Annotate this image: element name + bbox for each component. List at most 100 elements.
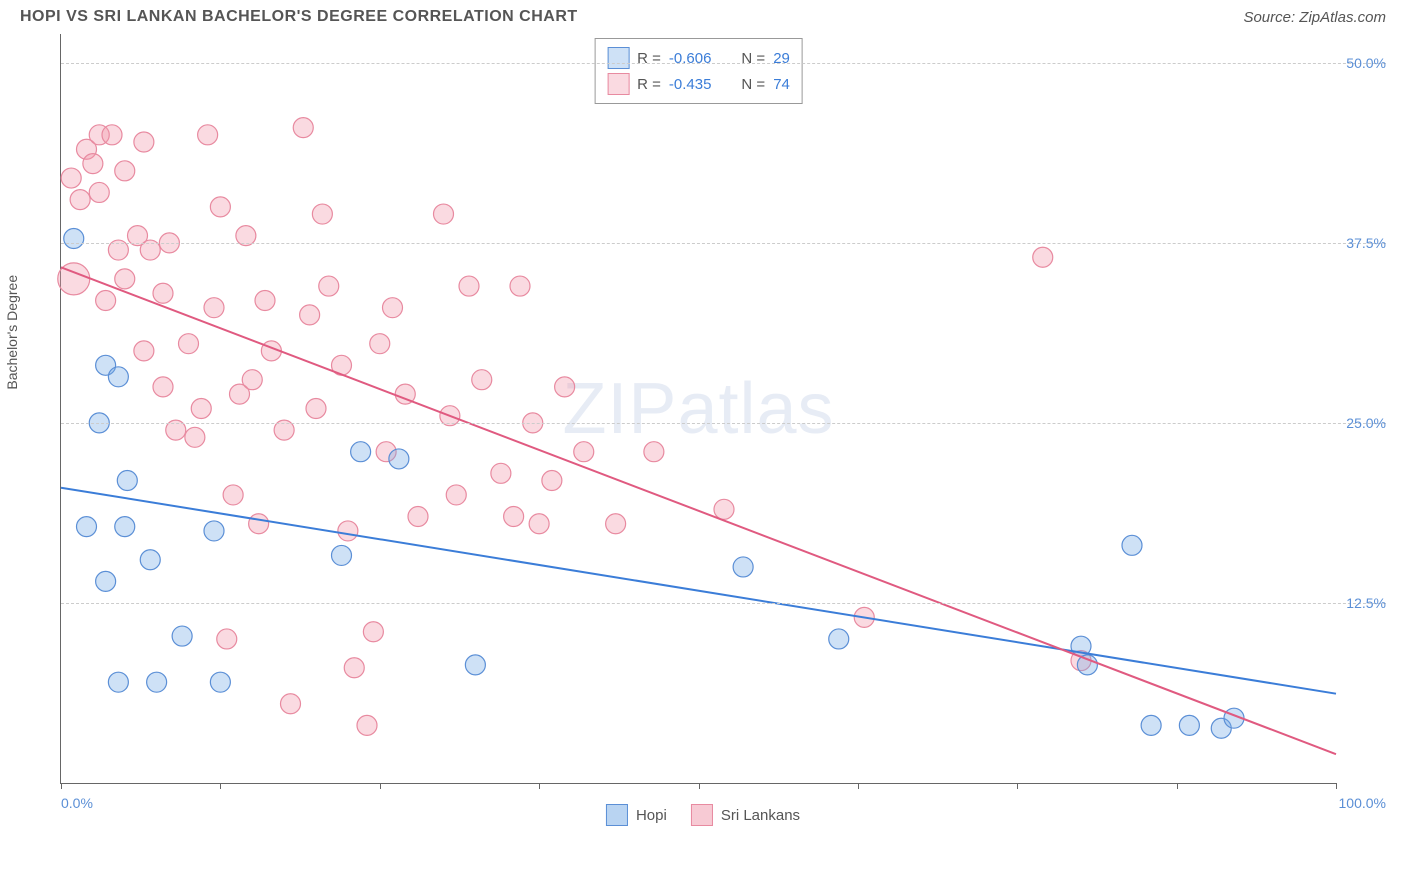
xtick (220, 783, 221, 789)
ytick-label: 25.0% (1338, 415, 1386, 431)
scatter-point (61, 168, 81, 188)
scatter-point (491, 463, 511, 483)
scatter-point (210, 197, 230, 217)
chart-source: Source: ZipAtlas.com (1243, 9, 1386, 26)
legend-label: Hopi (636, 807, 667, 824)
scatter-point (117, 471, 137, 491)
legend-swatch (607, 73, 629, 95)
scatter-point (153, 377, 173, 397)
ytick-label: 12.5% (1338, 595, 1386, 611)
scatter-point (204, 521, 224, 541)
stat-r-value: -0.606 (669, 50, 712, 67)
scatter-point (140, 550, 160, 570)
bottom-legend-item: Sri Lankans (691, 804, 800, 826)
scatter-point (217, 629, 237, 649)
scatter-point (733, 557, 753, 577)
scatter-point (332, 545, 352, 565)
scatter-point (714, 499, 734, 519)
chart-container: Bachelor's Degree ZIPatlas R = -0.606N =… (20, 34, 1386, 844)
scatter-point (1122, 535, 1142, 555)
stat-legend: R = -0.606N = 29R = -0.435N = 74 (594, 38, 803, 104)
trend-line (61, 267, 1336, 754)
scatter-point (344, 658, 364, 678)
legend-swatch (606, 804, 628, 826)
scatter-point (249, 514, 269, 534)
stat-r-label: R = (637, 50, 661, 67)
xtick (699, 783, 700, 789)
scatter-point (96, 290, 116, 310)
scatter-point (472, 370, 492, 390)
xtick (380, 783, 381, 789)
scatter-point (574, 442, 594, 462)
plot-area: ZIPatlas R = -0.606N = 29R = -0.435N = 7… (60, 34, 1336, 784)
scatter-point (153, 283, 173, 303)
legend-label: Sri Lankans (721, 807, 800, 824)
xaxis-min-label: 0.0% (61, 795, 93, 811)
stat-n-label: N = (741, 50, 765, 67)
scatter-point (210, 672, 230, 692)
scatter-point (312, 204, 332, 224)
ytick-label: 50.0% (1338, 55, 1386, 71)
scatter-point (185, 427, 205, 447)
scatter-point (408, 507, 428, 527)
scatter-point (465, 655, 485, 675)
trend-line (61, 488, 1336, 694)
y-axis-label: Bachelor's Degree (4, 275, 20, 390)
scatter-point (357, 715, 377, 735)
scatter-point (555, 377, 575, 397)
scatter-point (338, 521, 358, 541)
stat-n-value: 29 (773, 50, 790, 67)
scatter-point (351, 442, 371, 462)
gridline (61, 603, 1386, 604)
stat-legend-row: R = -0.606 N = 29 (607, 45, 790, 71)
stat-n-label: N = (741, 76, 765, 93)
xtick (1017, 783, 1018, 789)
scatter-point (644, 442, 664, 462)
scatter-point (829, 629, 849, 649)
bottom-legend: Hopi Sri Lankans (606, 804, 800, 826)
scatter-point (1033, 247, 1053, 267)
scatter-point (102, 125, 122, 145)
scatter-point (446, 485, 466, 505)
gridline (61, 63, 1386, 64)
scatter-point (529, 514, 549, 534)
scatter-point (204, 298, 224, 318)
scatter-point (115, 517, 135, 537)
xtick (1336, 783, 1337, 789)
scatter-point (1141, 715, 1161, 735)
scatter-point (179, 334, 199, 354)
scatter-point (96, 571, 116, 591)
gridline (61, 243, 1386, 244)
stat-r-label: R = (637, 76, 661, 93)
ytick-label: 37.5% (1338, 235, 1386, 251)
scatter-point (459, 276, 479, 296)
scatter-point (108, 367, 128, 387)
scatter-point (108, 672, 128, 692)
xtick (539, 783, 540, 789)
scatter-point (191, 399, 211, 419)
scatter-point (1077, 655, 1097, 675)
chart-title: HOPI VS SRI LANKAN BACHELOR'S DEGREE COR… (20, 8, 578, 26)
xaxis-max-label: 100.0% (1339, 795, 1386, 811)
scatter-point (306, 399, 326, 419)
scatter-point (434, 204, 454, 224)
scatter-point (389, 449, 409, 469)
scatter-point (504, 507, 524, 527)
scatter-point (255, 290, 275, 310)
stat-r-value: -0.435 (669, 76, 712, 93)
scatter-point (606, 514, 626, 534)
scatter-point (542, 471, 562, 491)
scatter-point (383, 298, 403, 318)
scatter-point (134, 132, 154, 152)
scatter-point (198, 125, 218, 145)
scatter-point (115, 161, 135, 181)
bottom-legend-item: Hopi (606, 804, 667, 826)
xtick (61, 783, 62, 789)
legend-swatch (691, 804, 713, 826)
scatter-point (223, 485, 243, 505)
scatter-point (510, 276, 530, 296)
scatter-point (147, 672, 167, 692)
xtick (1177, 783, 1178, 789)
chart-header: HOPI VS SRI LANKAN BACHELOR'S DEGREE COR… (0, 0, 1406, 30)
scatter-point (293, 118, 313, 138)
